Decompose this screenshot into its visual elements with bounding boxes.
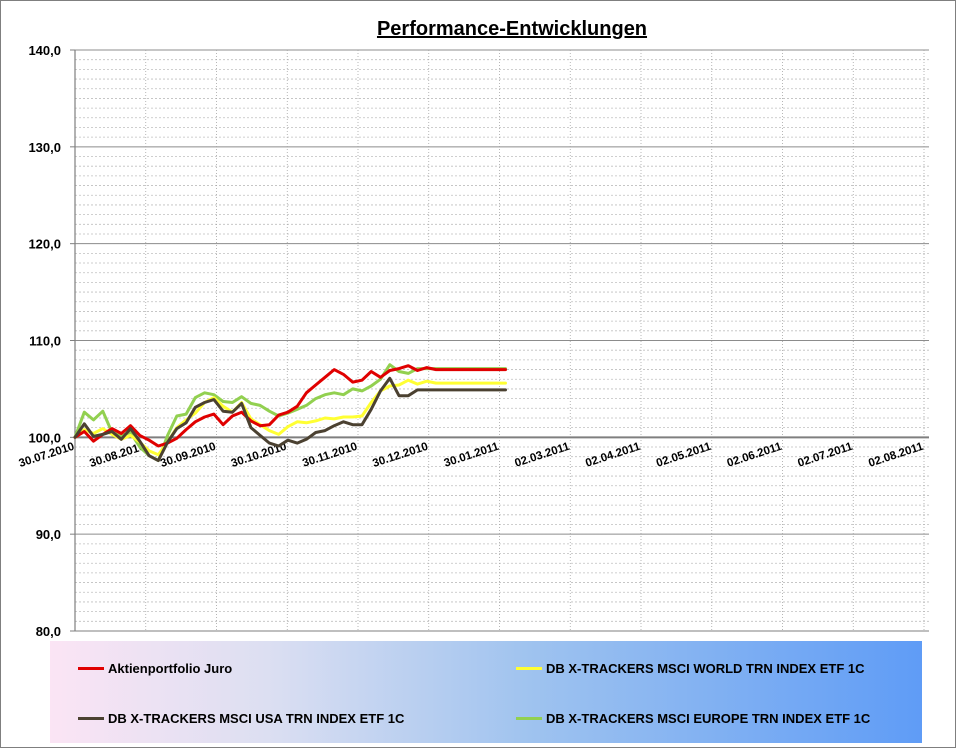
series-line xyxy=(73,378,507,457)
y-tick-label: 100,0 xyxy=(28,430,61,445)
x-tick-label: 02.03.2011 xyxy=(513,441,571,470)
x-tick-label: 30.12.2010 xyxy=(371,441,429,470)
y-tick-label: 90,0 xyxy=(36,527,61,542)
y-tick-labels: 80,0 90,0 100,0 110,0 120,0 130,0 140,0 xyxy=(28,43,61,639)
legend-label-msci-usa: DB X-TRACKERS MSCI USA TRN INDEX ETF 1C xyxy=(108,711,405,726)
x-tick-label: 02.07.2011 xyxy=(796,441,854,470)
x-tick-labels: 30.07.2010 30.08.2010 30.09.2010 30.10.2010… xyxy=(17,441,925,470)
y-tick-label: 80,0 xyxy=(36,624,61,639)
series-line xyxy=(73,376,507,463)
y-tick-label: 140,0 xyxy=(28,43,61,58)
gridlines xyxy=(74,49,929,632)
chart-title: Performance-Entwicklungen xyxy=(377,18,647,40)
x-tick-label: 02.06.2011 xyxy=(726,441,784,470)
legend-item-msci-europe: DB X-TRACKERS MSCI EUROPE TRN INDEX ETF … xyxy=(516,711,870,726)
x-tick-label: 30.01.2011 xyxy=(443,441,501,470)
legend-label-aktienportfolio: Aktienportfolio Juro xyxy=(108,661,233,676)
x-tick-label: 02.04.2011 xyxy=(584,441,642,470)
legend-label-msci-europe: DB X-TRACKERS MSCI EUROPE TRN INDEX ETF … xyxy=(546,711,871,726)
x-tick-label: 02.05.2011 xyxy=(655,441,713,470)
axes xyxy=(70,49,929,632)
y-tick-label: 120,0 xyxy=(28,237,61,252)
legend-swatch-msci-usa xyxy=(78,717,104,720)
x-tick-label: 30.11.2010 xyxy=(301,441,359,470)
legend-item-msci-world: DB X-TRACKERS MSCI WORLD TRN INDEX ETF 1… xyxy=(516,661,865,676)
x-tick-label: 02.08.2011 xyxy=(867,441,925,470)
legend-label-msci-world: DB X-TRACKERS MSCI WORLD TRN INDEX ETF 1… xyxy=(546,661,865,676)
y-tick-label: 130,0 xyxy=(28,140,61,155)
legend-item-msci-usa: DB X-TRACKERS MSCI USA TRN INDEX ETF 1C xyxy=(78,711,404,726)
series-lines xyxy=(73,363,507,463)
legend-item-aktienportfolio: Aktienportfolio Juro xyxy=(78,661,232,676)
series-line xyxy=(73,364,507,448)
legend-swatch-msci-europe xyxy=(516,717,542,720)
legend-swatch-aktienportfolio xyxy=(78,667,104,670)
y-tick-label: 110,0 xyxy=(29,334,61,349)
legend: Aktienportfolio Juro DB X-TRACKERS MSCI … xyxy=(50,641,922,743)
legend-swatch-msci-world xyxy=(516,667,542,670)
